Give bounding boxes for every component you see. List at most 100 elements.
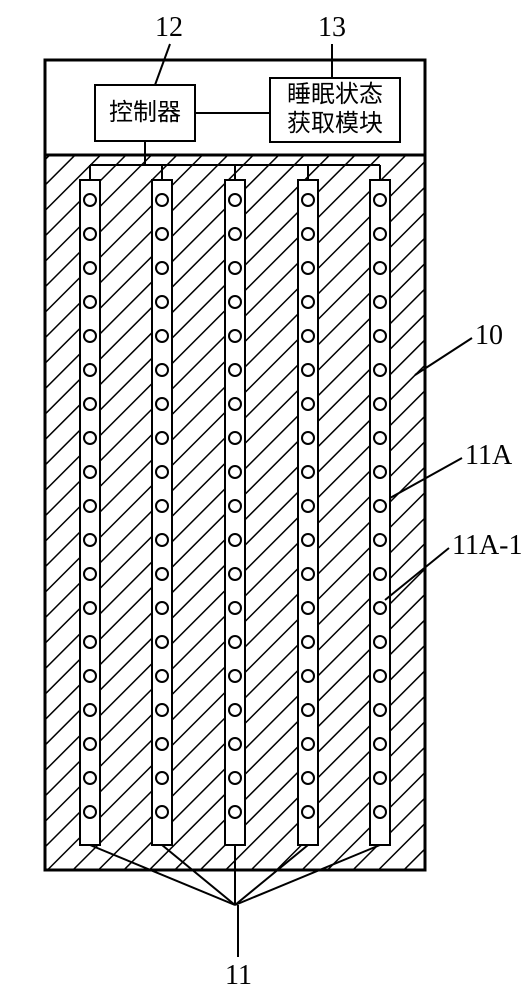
strip-node	[229, 330, 241, 342]
label-13: 13	[318, 12, 346, 44]
strip-node	[84, 806, 96, 818]
label-11: 11	[225, 960, 252, 992]
strip-node	[84, 466, 96, 478]
strip-node	[156, 228, 168, 240]
strip-node	[84, 602, 96, 614]
strip-node	[229, 704, 241, 716]
strip-node	[84, 262, 96, 274]
strip-node	[156, 262, 168, 274]
label-10: 10	[475, 320, 503, 352]
strip-node	[156, 670, 168, 682]
strip-node	[374, 772, 386, 784]
strip-node	[156, 738, 168, 750]
strip-node	[302, 432, 314, 444]
strip-node	[229, 364, 241, 376]
strip-node	[229, 534, 241, 546]
strip-node	[156, 568, 168, 580]
strip-node	[156, 466, 168, 478]
strip-node	[374, 704, 386, 716]
sleep-line1: 睡眠状态	[287, 82, 383, 108]
strip-node	[302, 806, 314, 818]
strip-node	[156, 500, 168, 512]
strip-node	[374, 262, 386, 274]
strip-node	[229, 568, 241, 580]
strip-node	[156, 704, 168, 716]
strip-node	[302, 534, 314, 546]
strip-node	[374, 568, 386, 580]
strip-node	[302, 568, 314, 580]
strip-node	[229, 432, 241, 444]
strip-node	[374, 432, 386, 444]
strip-node	[84, 772, 96, 784]
strip-node	[84, 364, 96, 376]
strip-node	[229, 670, 241, 682]
strip-node	[374, 296, 386, 308]
strip-node	[229, 806, 241, 818]
diagram-svg	[0, 0, 527, 1000]
strip-node	[302, 500, 314, 512]
strip-node	[229, 636, 241, 648]
strip-node	[156, 432, 168, 444]
strip-node	[374, 670, 386, 682]
strip-node	[302, 262, 314, 274]
strip-node	[156, 806, 168, 818]
strip-node	[84, 500, 96, 512]
strip-node	[229, 738, 241, 750]
strip-node	[156, 602, 168, 614]
strip-node	[156, 636, 168, 648]
sleep-line2: 获取模块	[287, 111, 383, 137]
label-12: 12	[155, 12, 183, 44]
strip-node	[374, 466, 386, 478]
strip-node	[84, 330, 96, 342]
strip-node	[302, 772, 314, 784]
sleep-module-box-label: 睡眠状态 获取模块	[270, 78, 400, 142]
strip-node	[229, 772, 241, 784]
strip-node	[229, 602, 241, 614]
strip-node	[156, 364, 168, 376]
strip-node	[302, 636, 314, 648]
strip-node	[374, 636, 386, 648]
strip-node	[302, 364, 314, 376]
strip-node	[374, 534, 386, 546]
strip-node	[374, 364, 386, 376]
strip-node	[302, 466, 314, 478]
strip-node	[302, 738, 314, 750]
strip-node	[156, 398, 168, 410]
strip-node	[302, 194, 314, 206]
strip-node	[374, 228, 386, 240]
strip-node	[302, 296, 314, 308]
strip-node	[374, 194, 386, 206]
strip-node	[156, 194, 168, 206]
strip-node	[84, 228, 96, 240]
strip-node	[156, 772, 168, 784]
strip-node	[229, 500, 241, 512]
strip-node	[84, 568, 96, 580]
strip-node	[302, 670, 314, 682]
strip-node	[374, 500, 386, 512]
strip-node	[302, 330, 314, 342]
strip-node	[84, 670, 96, 682]
strip-node	[156, 534, 168, 546]
strip-node	[156, 296, 168, 308]
strip-node	[84, 194, 96, 206]
strip-node	[374, 738, 386, 750]
strip-node	[374, 806, 386, 818]
label-11A: 11A	[465, 440, 512, 472]
strip-node	[84, 398, 96, 410]
strip-node	[374, 602, 386, 614]
strip-node	[84, 738, 96, 750]
strip-node	[229, 262, 241, 274]
strip-node	[229, 398, 241, 410]
strip-node	[84, 534, 96, 546]
strip-node	[302, 398, 314, 410]
controller-box-label: 控制器	[95, 85, 195, 141]
strip-node	[229, 466, 241, 478]
strip-node	[84, 432, 96, 444]
strip-node	[84, 636, 96, 648]
strip-node	[156, 330, 168, 342]
strip-node	[84, 704, 96, 716]
strip-node	[84, 296, 96, 308]
strip-node	[229, 296, 241, 308]
strip-node	[229, 228, 241, 240]
label-11A-1: 11A-1	[452, 530, 523, 562]
